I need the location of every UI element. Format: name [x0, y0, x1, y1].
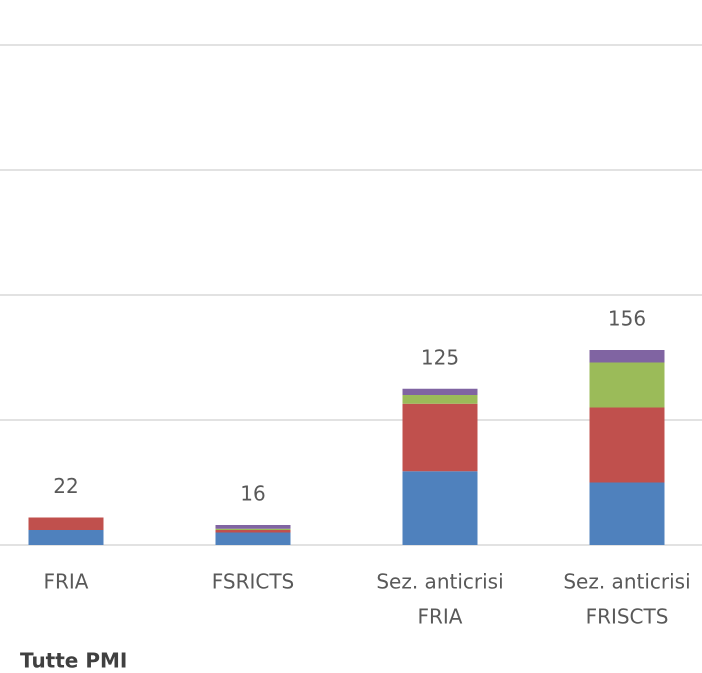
bar-segment [402, 388, 478, 395]
bar-segment [589, 350, 665, 363]
bar-segment [28, 517, 104, 530]
bar-segment [215, 525, 291, 529]
x-tick-label: FSRICTS [212, 570, 295, 594]
bar-segment [589, 362, 665, 408]
bar-segment [215, 528, 291, 530]
bar-segment [589, 407, 665, 483]
total-label: 125 [421, 345, 459, 369]
x-tick-label: Sez. anticrisi [563, 570, 690, 594]
bar-segment [402, 395, 478, 404]
total-label: 22 [53, 474, 78, 498]
total-label: 156 [608, 307, 646, 331]
x-tick-label: FRIA [418, 605, 463, 629]
bar-segment [402, 471, 478, 545]
x-tick-label: FRIA [44, 570, 89, 594]
total-label: 16 [240, 482, 265, 506]
x-tick-label: FRISCTS [586, 605, 669, 629]
x-tick-label: Sez. anticrisi [376, 570, 503, 594]
bar-segment [402, 403, 478, 472]
chart-title: Tutte PMI [20, 649, 127, 673]
bar-segment [28, 530, 104, 545]
bar-segment [589, 482, 665, 545]
bar-segment [215, 530, 291, 533]
bar-segment [215, 532, 291, 545]
